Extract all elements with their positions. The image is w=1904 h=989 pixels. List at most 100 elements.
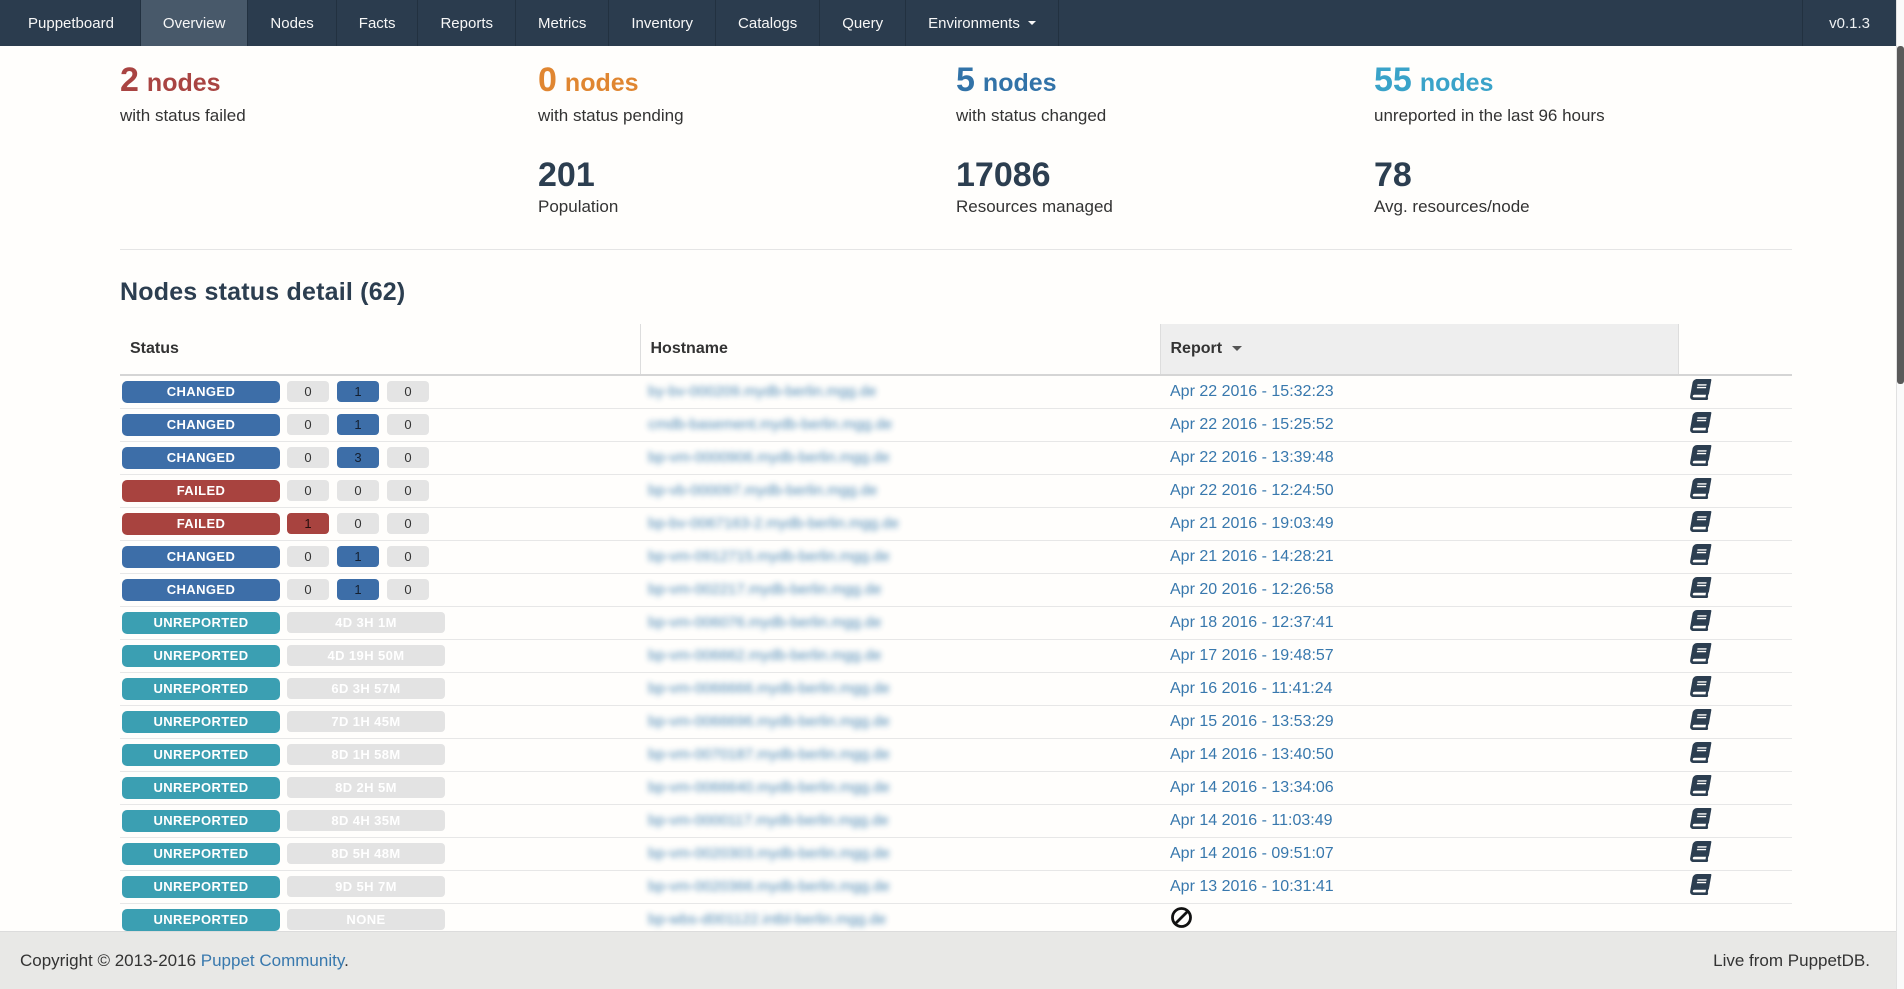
book-icon[interactable] <box>1690 411 1712 433</box>
count-pill: 0 <box>287 480 329 501</box>
report-time-link[interactable]: Apr 22 2016 - 15:25:52 <box>1170 415 1334 433</box>
status-cell: CHANGED 0 1 0 <box>120 407 640 441</box>
book-icon[interactable] <box>1690 873 1712 895</box>
nav-item-metrics[interactable]: Metrics <box>516 0 610 46</box>
report-time-link[interactable]: Apr 15 2016 - 13:53:29 <box>1170 712 1334 730</box>
book-icon[interactable] <box>1690 774 1712 796</box>
report-time-link[interactable]: Apr 14 2016 - 11:03:49 <box>1170 811 1333 829</box>
book-icon[interactable] <box>1690 477 1712 499</box>
hostname-link[interactable]: bp-bv-0067163-2.mydb-berlin.mgg.de <box>648 514 899 532</box>
count-pill: 0 <box>337 513 379 534</box>
stat-number: 5 <box>956 61 975 99</box>
report-time-link[interactable]: Apr 16 2016 - 11:41:24 <box>1170 679 1333 697</box>
brand-puppetboard[interactable]: Puppetboard <box>0 0 141 46</box>
hostname-link[interactable]: bp-vm-0070187.mydb-berlin.mgg.de <box>648 745 890 763</box>
hostname-link[interactable]: bp-wbs-d001122.intbl-berlin.mgg.de <box>648 910 887 928</box>
column-header-hostname[interactable]: Hostname <box>639 324 1160 375</box>
column-header-report-label: Report <box>1170 340 1223 357</box>
book-icon[interactable] <box>1690 576 1712 598</box>
table-row: CHANGED 0 3 0 bp-vm-0000906.mydb-berlin.mgg.… <box>120 440 1792 474</box>
hostname-link[interactable]: bp-vm-0020303.mydb-berlin.mgg.de <box>648 844 890 862</box>
book-icon[interactable] <box>1690 444 1712 466</box>
report-action-cell <box>1678 869 1792 903</box>
status-cell: UNREPORTED 8D 5H 48M <box>120 836 640 870</box>
count-pill: 0 <box>287 414 329 435</box>
book-icon[interactable] <box>1690 741 1712 763</box>
count-pills: 4D 19H 50M <box>287 645 445 666</box>
nav-item-catalogs[interactable]: Catalogs <box>716 0 821 46</box>
nav-item-overview[interactable]: Overview <box>140 0 249 46</box>
report-time-link[interactable]: Apr 21 2016 - 19:03:49 <box>1170 514 1334 532</box>
status-cell: UNREPORTED 8D 2H 5M <box>120 770 640 804</box>
hostname-link[interactable]: by-bv-000209.mydb-berlin.mgg.de <box>648 382 877 400</box>
report-time-link[interactable]: Apr 20 2016 - 12:26:58 <box>1170 580 1334 598</box>
book-icon[interactable] <box>1690 543 1712 565</box>
status-cell: UNREPORTED 6D 3H 57M <box>120 671 640 705</box>
book-icon[interactable] <box>1690 642 1712 664</box>
hostname-link[interactable]: bp-vm-0066696.mydb-berlin.mgg.de <box>648 712 890 730</box>
stat-changed: 5 nodes with status changed 17086 Resources … <box>956 60 1374 217</box>
hostname-cell: bp-wbs-d001122.intbl-berlin.mgg.de <box>640 902 1160 936</box>
nav-item-facts[interactable]: Facts <box>337 0 419 46</box>
book-icon[interactable] <box>1690 378 1712 400</box>
report-action-cell <box>1678 506 1792 540</box>
status-cell: FAILED 0 0 0 <box>120 473 640 507</box>
book-icon[interactable] <box>1690 609 1712 631</box>
report-time-link[interactable]: Apr 22 2016 - 12:24:50 <box>1170 481 1334 499</box>
report-time-link[interactable]: Apr 14 2016 - 13:40:50 <box>1170 745 1334 763</box>
report-cell: Apr 21 2016 - 14:28:21 <box>1160 539 1678 573</box>
book-icon[interactable] <box>1690 840 1712 862</box>
report-time-link[interactable]: Apr 22 2016 - 15:32:23 <box>1170 382 1334 400</box>
book-icon[interactable] <box>1690 675 1712 697</box>
report-time-link[interactable]: Apr 17 2016 - 19:48:57 <box>1170 646 1334 664</box>
report-time-link[interactable]: Apr 18 2016 - 12:37:41 <box>1170 613 1334 631</box>
divider <box>120 249 1792 250</box>
count-pills: 8D 5H 48M <box>287 843 445 864</box>
scrollbar-track[interactable] <box>1896 0 1904 989</box>
hostname-link[interactable]: bp-vm-0066666.mydb-berlin.mgg.de <box>648 679 890 697</box>
nav-item-nodes[interactable]: Nodes <box>248 0 337 46</box>
scrollbar-thumb[interactable] <box>1897 46 1904 384</box>
hostname-link[interactable]: bp-vm-0912715.mydb-berlin.mgg.de <box>648 547 890 565</box>
report-time-link[interactable]: Apr 14 2016 - 13:34:06 <box>1170 778 1334 796</box>
nav-item-query[interactable]: Query <box>820 0 907 46</box>
report-action-cell <box>1678 836 1792 870</box>
report-time-link[interactable]: Apr 13 2016 - 10:31:41 <box>1170 877 1334 895</box>
hostname-link[interactable]: bp-vm-0020366.mydb-berlin.mgg.de <box>648 877 890 895</box>
column-header-status[interactable]: Status <box>130 340 179 357</box>
column-header-report[interactable]: Report <box>1159 324 1678 375</box>
hostname-link[interactable]: bp-vm-006662.mydb-berlin.mgg.de <box>648 646 882 664</box>
hostname-link[interactable]: bp-vm-0000906.mydb-berlin.mgg.de <box>648 448 890 466</box>
book-icon[interactable] <box>1690 807 1712 829</box>
table-row: CHANGED 0 1 0 by-bv-000209.mydb-berlin.mgg.d… <box>120 375 1792 408</box>
nav-item-environments[interactable]: Environments <box>906 0 1059 46</box>
count-pill: 0 <box>287 381 329 403</box>
book-icon[interactable] <box>1690 510 1712 532</box>
report-time-link[interactable]: Apr 14 2016 - 09:51:07 <box>1170 844 1334 862</box>
puppet-community-link[interactable]: Puppet Community <box>200 950 345 970</box>
book-icon[interactable] <box>1690 708 1712 730</box>
hostname-link[interactable]: bp-vm-006076.mydb-berlin.mgg.de <box>648 613 882 631</box>
report-time-link[interactable]: Apr 22 2016 - 13:39:48 <box>1170 448 1334 466</box>
status-cell: UNREPORTED NONE <box>120 902 640 936</box>
status-badge: UNREPORTED <box>122 644 280 667</box>
version-label: v0.1.3 <box>1802 0 1896 46</box>
hostname-link[interactable]: bp-vm-0066640.mydb-berlin.mgg.de <box>648 778 890 796</box>
nav-item-label: Catalogs <box>738 14 798 32</box>
status-badge: UNREPORTED <box>122 776 280 799</box>
stat-label: with status pending <box>538 106 684 125</box>
report-action-cell <box>1678 737 1792 771</box>
hostname-link[interactable]: bp-vb-000097.mydb-berlin.mgg.de <box>648 481 878 499</box>
status-badge: UNREPORTED <box>122 842 280 865</box>
nav-item-reports[interactable]: Reports <box>418 0 516 46</box>
stat-value: 5 nodes <box>956 60 1374 103</box>
report-time-link[interactable]: Apr 21 2016 - 14:28:21 <box>1170 547 1334 565</box>
hostname-link[interactable]: cmdb-basement.mydb-berlin.mgg.de <box>648 415 893 433</box>
nav-item-inventory[interactable]: Inventory <box>609 0 717 46</box>
unreported-duration-pill: 8D 4H 35M <box>287 810 445 831</box>
hostname-link[interactable]: bp-vm-002217.mydb-berlin.mgg.de <box>648 580 882 598</box>
ban-icon <box>1170 906 1193 929</box>
hostname-link[interactable]: bp-vm-0000117.mydb-berlin.mgg.de <box>648 811 889 829</box>
